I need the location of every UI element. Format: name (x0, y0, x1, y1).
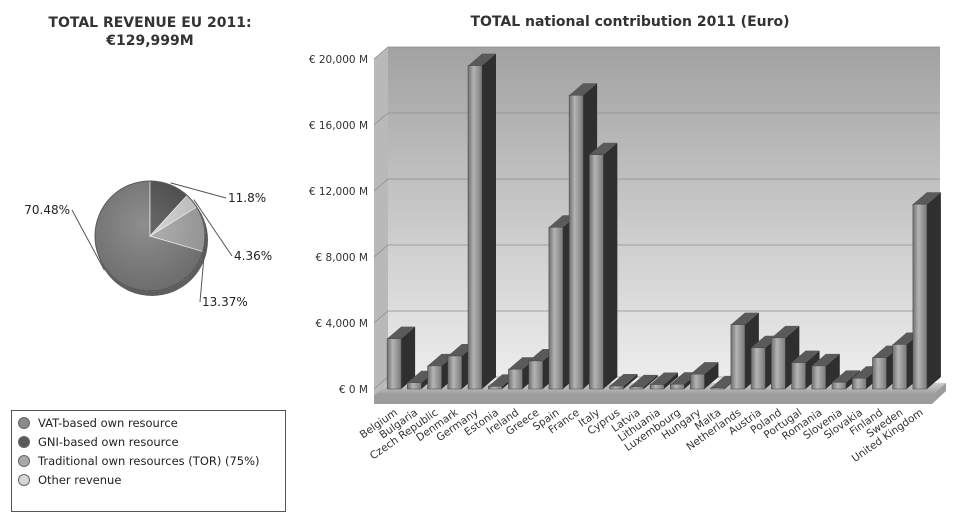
plot-floor-edge (374, 383, 946, 404)
y-axis-ticks: € 0 M € 4,000 M € 8,000 M € 12,000 M € 16,00… (309, 54, 368, 396)
bar-top (609, 374, 638, 387)
bar-top (690, 362, 719, 375)
gridline-side (373, 178, 389, 192)
bar-top (791, 350, 820, 363)
legend: VAT-based own resource GNI-based own res… (11, 410, 286, 512)
bar (690, 373, 705, 390)
bar-side (704, 362, 719, 389)
bar (730, 324, 746, 390)
legend-swatch-icon (18, 417, 30, 429)
bar-side (603, 142, 618, 389)
bar-side (643, 374, 658, 389)
legend-label: Other revenue (38, 473, 122, 487)
legend-label: VAT-based own resource (38, 416, 178, 430)
bar-chart-title: TOTAL national contribution 2011 (Euro) (470, 14, 790, 30)
bar (649, 384, 665, 390)
bar (609, 385, 624, 390)
bar (548, 227, 564, 390)
bar (629, 386, 645, 390)
legend-item-tor: Traditional own resources (TOR) (75%) (18, 454, 279, 469)
bar-side (926, 192, 941, 389)
pie-title-line-1: TOTAL REVENUE EU 2011: (48, 15, 252, 31)
gridline-side (373, 46, 389, 60)
legend-item-gni: GNI-based own resource (18, 435, 279, 450)
bar-top (650, 372, 678, 385)
bar (750, 347, 766, 390)
bar (508, 368, 523, 390)
bar-side (825, 353, 840, 389)
bar (589, 154, 604, 390)
pie-slice-label: 70.48% (24, 203, 70, 217)
bar (771, 337, 786, 390)
y-tick-label: € 16,000 M (309, 120, 368, 132)
bar (710, 387, 725, 390)
bar (528, 360, 543, 390)
bar (791, 362, 806, 390)
bar-top (811, 353, 840, 366)
pie-title-line-2: €129,999M (106, 33, 194, 49)
bar-top (771, 325, 800, 338)
pie-leader-line (71, 209, 105, 271)
bar (892, 344, 907, 390)
y-tick-label: € 4,000 M (316, 318, 368, 330)
y-tick-label: € 8,000 M (316, 252, 368, 264)
pie-slice-label: 4.36% (234, 249, 272, 263)
gridline-side (373, 310, 389, 324)
legend-item-vat: VAT-based own resource (18, 416, 279, 431)
bar (487, 386, 503, 390)
legend-swatch-icon (18, 436, 30, 448)
bar-top (569, 83, 598, 96)
bar-top (730, 312, 759, 325)
legend-swatch-icon (18, 455, 30, 467)
bar (568, 95, 584, 390)
bar (831, 382, 847, 390)
bar-chart: € 0 M € 4,000 M € 8,000 M € 12,000 M € 16,00… (309, 46, 946, 465)
bar-top (832, 370, 860, 383)
bar-top (912, 192, 941, 205)
plot-back-wall (388, 47, 940, 383)
bar (669, 383, 685, 390)
legend-label: Traditional own resources (TOR) (75%) (38, 454, 260, 468)
bar (851, 378, 867, 390)
bar-top (629, 374, 658, 387)
bar-top (589, 142, 618, 155)
pie-chart-title: TOTAL REVENUE EU 2011: €129,999M (0, 14, 300, 50)
pie-labels: 70.48% 11.8% 4.36% 13.37% (24, 182, 272, 309)
bar (467, 65, 483, 390)
plot-left-wall (374, 47, 388, 395)
legend-swatch-icon (18, 474, 30, 486)
y-tick-label: € 0 M (339, 384, 368, 396)
bar-top (468, 53, 496, 66)
bar-side (482, 53, 496, 389)
y-tick-label: € 12,000 M (309, 186, 368, 198)
pie-leader-line (170, 182, 227, 199)
bar-side (623, 374, 638, 389)
pie-leader-line (193, 199, 233, 257)
bar-top (387, 326, 416, 339)
pie-slice-label: 11.8% (228, 191, 266, 205)
y-tick-label: € 20,000 M (309, 54, 368, 66)
bar-side (401, 326, 416, 389)
gridline-side (373, 376, 389, 390)
pie-slice-label: 13.37% (202, 295, 248, 309)
bar-top (508, 357, 537, 370)
bar (447, 355, 463, 390)
legend-item-other: Other revenue (18, 473, 279, 488)
bar-side (664, 372, 678, 389)
bar (872, 357, 887, 390)
bar (386, 338, 402, 390)
gridline-side (373, 244, 389, 258)
pie-leader-line (199, 228, 207, 303)
bar (407, 382, 422, 390)
legend-label: GNI-based own resource (38, 435, 179, 449)
bar (811, 365, 827, 390)
pie-rim (94, 180, 206, 292)
pie-chart: 70.48% 11.8% 4.36% 13.37% (24, 180, 272, 309)
bars (386, 53, 941, 390)
gridline-side (373, 112, 389, 126)
bar (912, 203, 928, 390)
bar (427, 365, 442, 390)
